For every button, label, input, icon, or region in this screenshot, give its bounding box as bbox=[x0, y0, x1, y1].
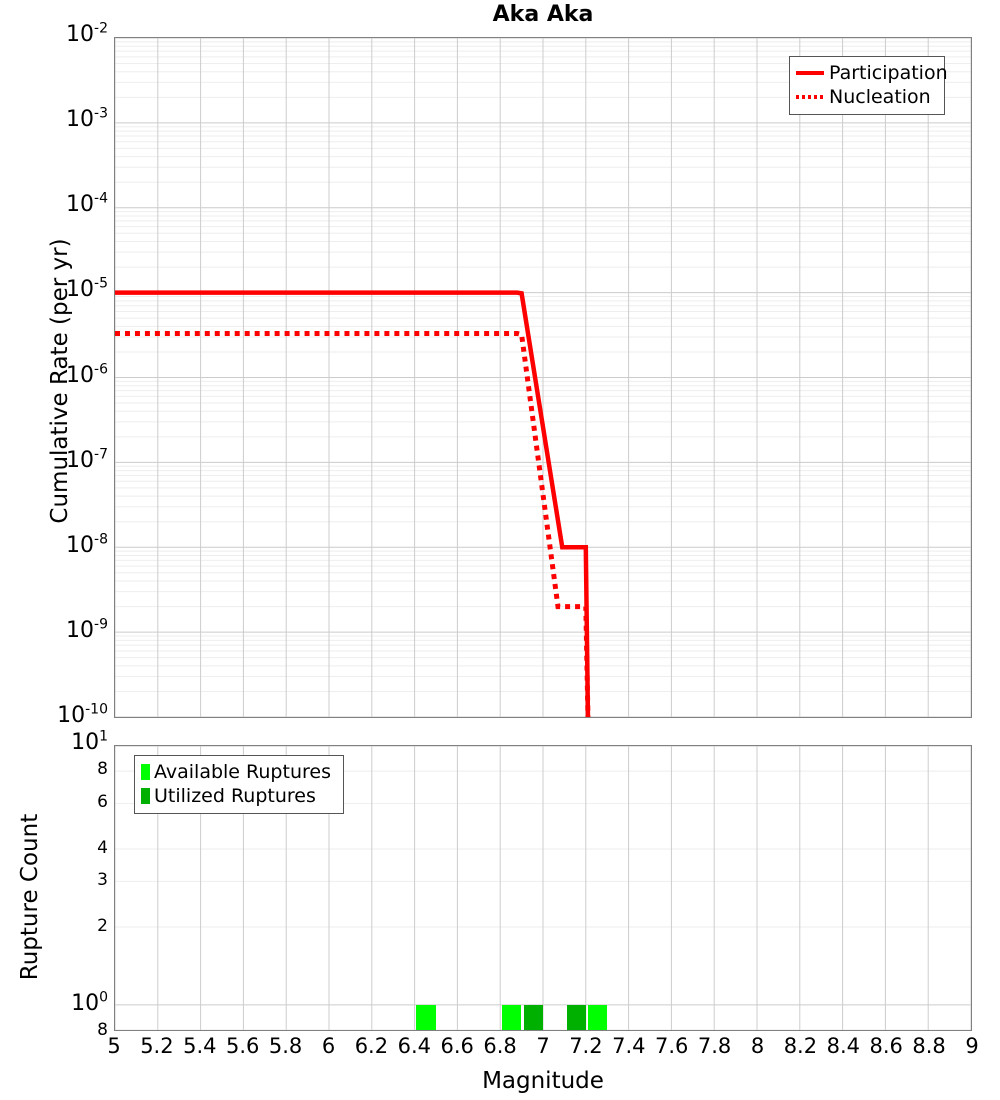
x-tick: 5.8 bbox=[268, 1034, 303, 1058]
rupture-bar bbox=[566, 1004, 586, 1030]
x-tick: 9 bbox=[965, 1034, 979, 1058]
x-tick: 6.2 bbox=[354, 1034, 389, 1058]
x-tick: 8.8 bbox=[912, 1034, 946, 1058]
legend-label-available-ruptures: Available Ruptures bbox=[154, 760, 331, 783]
y-tick-lower-minor: 2 bbox=[97, 916, 108, 937]
grid-upper bbox=[115, 38, 971, 717]
y-tick-upper: 10-4 bbox=[66, 190, 108, 218]
y-tick-upper: 10-6 bbox=[66, 361, 108, 388]
y-tick-upper: 10-10 bbox=[57, 701, 108, 728]
x-tick: 6.8 bbox=[483, 1034, 517, 1058]
legend-item-participation: Participation bbox=[796, 61, 948, 85]
legend-label-utilized-ruptures: Utilized Ruptures bbox=[154, 784, 316, 807]
legend-item-nucleation: Nucleation bbox=[796, 85, 937, 109]
x-tick: 5 bbox=[107, 1034, 121, 1058]
legend-lower: Available Ruptures Utilized Ruptures bbox=[134, 755, 344, 814]
x-tick: 8.4 bbox=[826, 1034, 860, 1058]
y-tick-lower-minor: 3 bbox=[97, 870, 108, 891]
legend-label-participation: Participation bbox=[829, 61, 948, 84]
series-participation bbox=[115, 290, 591, 717]
curves-layer bbox=[115, 290, 591, 717]
solid-line-icon bbox=[796, 71, 824, 75]
rupture-bar bbox=[523, 1004, 543, 1030]
x-tick: 7.4 bbox=[612, 1034, 646, 1058]
cumulative-rate-plot bbox=[114, 37, 972, 718]
rupture-bar bbox=[416, 1004, 436, 1030]
rupture-bar bbox=[502, 1004, 522, 1030]
y-tick-upper: 10-3 bbox=[66, 105, 108, 133]
series-nucleation bbox=[115, 330, 591, 717]
y-tick-lower: 100 bbox=[71, 989, 108, 1016]
y-tick-lower-minor: 4 bbox=[97, 837, 108, 858]
x-tick: 5.4 bbox=[183, 1034, 217, 1058]
x-tick: 7.6 bbox=[654, 1034, 689, 1058]
x-tick: 8.2 bbox=[783, 1034, 818, 1058]
y-tick-upper: 10-9 bbox=[66, 616, 108, 643]
y-tick-upper: 10-5 bbox=[66, 276, 108, 303]
green-square-icon bbox=[141, 764, 150, 780]
page-title: Aka Aka bbox=[492, 2, 594, 27]
x-tick: 6.6 bbox=[440, 1034, 474, 1058]
y-tick-lower: 101 bbox=[71, 728, 108, 755]
y-tick-lower-minor: 8 bbox=[97, 759, 108, 780]
legend-label-nucleation: Nucleation bbox=[829, 85, 931, 108]
x-tick: 6.4 bbox=[397, 1034, 431, 1058]
x-tick: 6 bbox=[321, 1034, 336, 1058]
dark-green-square-icon bbox=[141, 788, 150, 804]
legend-upper: Participation Nucleation bbox=[789, 56, 948, 115]
x-tick: 5.6 bbox=[225, 1034, 260, 1058]
x-tick: 7.2 bbox=[569, 1034, 603, 1058]
x-tick: 7.8 bbox=[697, 1034, 732, 1058]
dotted-line-icon bbox=[796, 95, 824, 99]
legend-item-utilized-ruptures: Utilized Ruptures bbox=[141, 784, 336, 808]
legend-item-available-ruptures: Available Ruptures bbox=[141, 760, 336, 784]
x-axis-title: Magnitude bbox=[482, 1068, 604, 1094]
y-axis-ticks-lower: 101 100 8 6 4 3 2 8 bbox=[0, 0, 108, 1100]
x-tick: 5.2 bbox=[140, 1034, 174, 1058]
y-axis-title-lower: Rupture Count bbox=[17, 813, 43, 981]
y-tick-upper: 10-2 bbox=[66, 20, 108, 47]
y-tick-lower-minor: 8 bbox=[97, 1020, 108, 1040]
y-tick-upper: 10-7 bbox=[66, 446, 108, 473]
x-tick: 8.6 bbox=[869, 1034, 903, 1058]
y-tick-upper: 10-8 bbox=[66, 531, 108, 558]
x-tick: 7 bbox=[536, 1034, 550, 1058]
y-tick-lower-minor: 6 bbox=[97, 791, 108, 812]
y-axis-ticks-upper: 10-2 10-3 10-4 10-5 10-6 10-7 10-8 10-9 10-10 bbox=[0, 0, 108, 760]
rupture-bar bbox=[587, 1004, 608, 1030]
x-tick: 8 bbox=[750, 1034, 765, 1058]
